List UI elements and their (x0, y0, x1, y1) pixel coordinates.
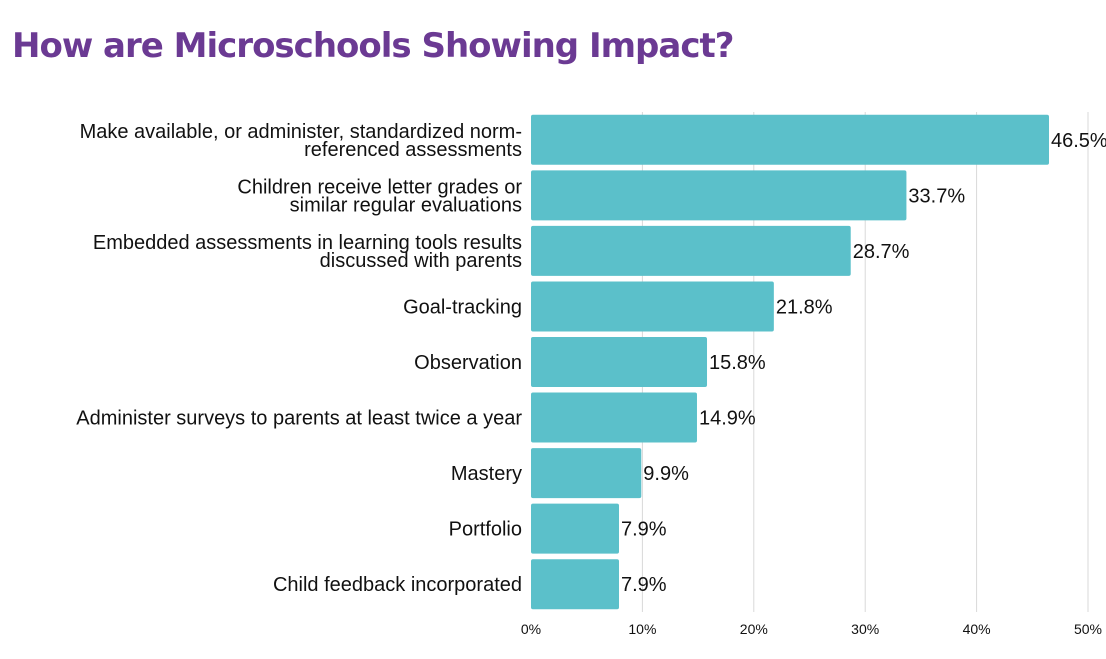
bar (531, 170, 907, 221)
bar (531, 559, 620, 610)
x-tick-label: 50% (1074, 621, 1102, 637)
category-label: discussed with parents (320, 250, 522, 272)
bar (531, 337, 708, 387)
category-label: referenced assessments (304, 139, 522, 161)
bar (531, 503, 620, 554)
x-tick-label: 40% (963, 621, 991, 637)
category-label: Goal-tracking (403, 296, 522, 318)
value-label: 14.9% (699, 408, 756, 430)
bar (531, 114, 1050, 165)
chart-title: How are Microschools Showing Impact? (12, 26, 734, 66)
value-label: 46.5% (1051, 130, 1106, 152)
category-label: Portfolio (449, 519, 522, 541)
x-tick-label: 0% (521, 621, 541, 637)
x-tick-label: 30% (851, 621, 879, 637)
bars (531, 114, 1050, 610)
category-label: Observation (414, 352, 522, 374)
value-label: 21.8% (776, 296, 833, 318)
category-label: Embedded assessments in learning tools r… (93, 232, 522, 254)
bar (531, 448, 642, 499)
x-tick-label: 10% (628, 621, 656, 637)
bar (531, 281, 774, 332)
x-tick-label: 20% (740, 621, 768, 637)
category-label: Child feedback incorporated (273, 574, 522, 596)
value-label: 15.8% (709, 352, 766, 374)
bar (531, 392, 697, 443)
category-label: Children receive letter grades or (237, 176, 522, 198)
category-label: Administer surveys to parents at least t… (76, 408, 522, 430)
value-label: 7.9% (621, 519, 667, 541)
category-label: Mastery (451, 463, 522, 485)
value-label: 9.9% (643, 463, 689, 485)
category-label: Make available, or administer, standardi… (80, 121, 522, 143)
value-labels: 46.5% 33.7% 28.7% 21.8% 15.8% 14.9% 9.9% 7.9% 7.… (621, 130, 1106, 596)
category-labels: Make available, or administer, standardi… (76, 121, 522, 596)
value-label: 28.7% (853, 241, 910, 263)
value-label: 7.9% (621, 574, 667, 596)
value-label: 33.7% (908, 185, 965, 207)
bar (531, 225, 851, 276)
category-label: similar regular evaluations (290, 194, 522, 216)
x-axis-tick-labels: 0% 10% 20% 30% 40% 50% (521, 621, 1102, 637)
